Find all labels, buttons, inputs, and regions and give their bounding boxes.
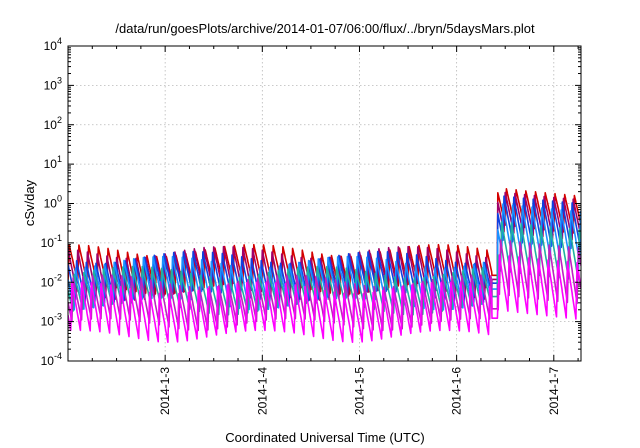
series-line — [68, 203, 581, 311]
chart-title: /data/run/goesPlots/archive/2014-01-07/0… — [115, 21, 535, 36]
y-tick-labels: 10-4 10-3 10-2 10-1 100 101 102 103 104 — [41, 36, 62, 368]
x-tick-label: 2014-1-4 — [255, 367, 269, 415]
y-tick-label: 10-4 — [41, 351, 62, 368]
y-axis-label: cSv/day — [22, 179, 37, 226]
y-tick-label: 103 — [44, 75, 62, 92]
y-tick-label: 102 — [44, 115, 62, 132]
y-tick-label: 104 — [44, 36, 62, 53]
series-line — [68, 195, 581, 304]
axis-ticks — [68, 45, 581, 362]
y-tick-label: 10-3 — [41, 312, 62, 329]
x-tick-label: 2014-1-6 — [450, 367, 464, 415]
y-tick-label: 101 — [44, 154, 62, 171]
x-axis-label: Coordinated Universal Time (UTC) — [225, 430, 424, 445]
series-line — [68, 254, 581, 344]
x-tick-labels: 2014-1-3 2014-1-4 2014-1-5 2014-1-6 2014-1-7 — [158, 367, 561, 415]
y-tick-label: 10-2 — [41, 272, 62, 289]
y-tick-label: 100 — [44, 194, 62, 211]
x-tick-label: 2014-1-3 — [158, 367, 172, 415]
series-group — [68, 188, 581, 344]
x-tick-label: 2014-1-5 — [352, 367, 366, 415]
y-tick-label: 10-1 — [41, 233, 62, 250]
x-tick-label: 2014-1-7 — [547, 367, 561, 415]
